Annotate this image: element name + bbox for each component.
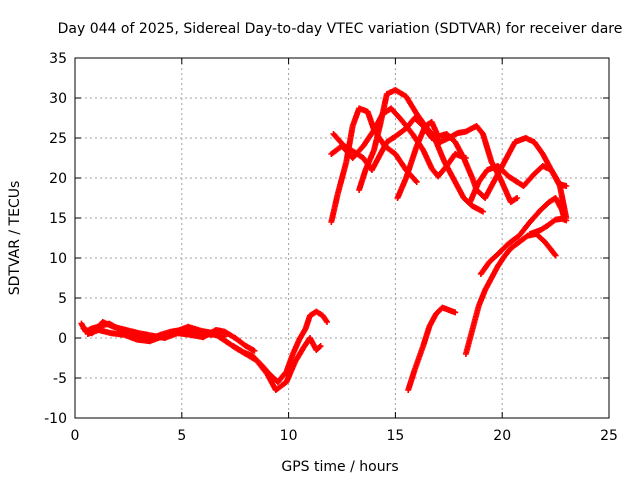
y-tick-label: -10 bbox=[44, 411, 67, 427]
y-axis-label: SDTVAR / TECUs bbox=[7, 181, 23, 296]
x-tick-label: 0 bbox=[71, 428, 80, 444]
data-point bbox=[551, 251, 558, 258]
data-point bbox=[563, 217, 570, 224]
x-tick-label: 15 bbox=[386, 428, 404, 444]
series-sat-c bbox=[84, 323, 324, 393]
series-sat-m bbox=[477, 195, 568, 277]
data-point bbox=[251, 347, 258, 354]
data-point bbox=[563, 183, 570, 189]
series-sat-b bbox=[80, 319, 258, 354]
data-point bbox=[324, 319, 331, 325]
x-tick-label: 25 bbox=[600, 428, 618, 444]
y-tick-label: 30 bbox=[49, 91, 67, 107]
data-point bbox=[413, 179, 420, 185]
series-sat-n bbox=[526, 215, 570, 237]
y-tick-label: -5 bbox=[53, 371, 67, 387]
data-point bbox=[552, 252, 559, 259]
x-tick-label: 5 bbox=[177, 428, 186, 444]
data-point bbox=[514, 195, 521, 201]
x-axis-label: GPS time / hours bbox=[281, 459, 398, 475]
data-point bbox=[479, 208, 486, 215]
x-axis-ticks: 0 5 10 15 20 25 bbox=[71, 58, 618, 444]
series-sat-k bbox=[405, 304, 459, 393]
data-point bbox=[412, 177, 419, 184]
data-point bbox=[316, 344, 323, 350]
series-sat-d bbox=[230, 308, 331, 385]
y-tick-label: 25 bbox=[49, 131, 67, 147]
data-point bbox=[452, 309, 459, 316]
y-tick-label: 15 bbox=[49, 211, 67, 227]
y-tick-label: 0 bbox=[58, 331, 67, 347]
series-sat-g bbox=[356, 87, 486, 215]
plot-frame bbox=[74, 57, 610, 419]
y-tick-label: 20 bbox=[49, 171, 67, 187]
y-tick-label: 5 bbox=[58, 291, 67, 307]
y-tick-label: 10 bbox=[49, 251, 67, 267]
series-sat-i bbox=[394, 119, 570, 201]
data-point bbox=[317, 343, 324, 349]
x-tick-label: 20 bbox=[493, 428, 511, 444]
y-tick-label: 35 bbox=[49, 51, 67, 67]
x-tick-label: 10 bbox=[280, 428, 298, 444]
y-axis-ticks: -10 -5 0 5 10 15 20 25 30 35 bbox=[44, 51, 609, 427]
data-series bbox=[78, 87, 570, 393]
chart-title: Day 044 of 2025, Sidereal Day-to-day VTE… bbox=[58, 21, 623, 37]
